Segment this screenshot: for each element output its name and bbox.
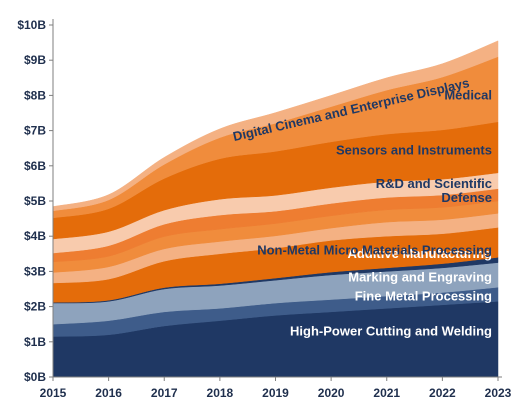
y-tick-label: $9B (24, 53, 46, 67)
y-tick-label: $10B (17, 18, 46, 32)
band-label-fine-metal-processing: Fine Metal Processing (355, 289, 492, 304)
x-tick-label: 2023 (485, 386, 512, 400)
y-tick-label: $3B (24, 264, 46, 278)
y-tick-label: $4B (24, 229, 46, 243)
x-tick-label: 2017 (151, 386, 178, 400)
x-tick-label: 2019 (262, 386, 289, 400)
x-tick-label: 2016 (95, 386, 122, 400)
band-label-sensors-and-instruments: Sensors and Instruments (336, 143, 492, 158)
area-bands (52, 40, 499, 378)
y-tick-label: $5B (24, 194, 46, 208)
y-tick-label: $0B (24, 370, 46, 384)
y-tick-label: $8B (24, 88, 46, 102)
x-tick-label: 2022 (429, 386, 456, 400)
band-label-marking-and-engraving: Marking and Engraving (348, 270, 492, 285)
band-label-non-metal-micro-materials-processing: Non-Metal Micro Materials Processing (257, 243, 492, 258)
y-tick-label: $2B (24, 300, 46, 314)
band-label-medical: Medical (444, 87, 492, 102)
x-tick-label: 2015 (40, 386, 67, 400)
y-tick-label: $6B (24, 159, 46, 173)
band-label-r-d-and-scientific: R&D and Scientific (376, 176, 492, 191)
x-tick-label: 2020 (318, 386, 345, 400)
band-label-high-power-cutting-and-welding: High-Power Cutting and Welding (290, 324, 492, 339)
area-band-digital-cinema-and-enterprise-displays (52, 40, 499, 212)
y-tick-label: $1B (24, 335, 46, 349)
x-axis-ticks: 2015 2016 2017 2018 2019 2020 2021 2022 2023 (40, 377, 512, 400)
y-axis-ticks: $0B $1B $2B $3B $4B $5B $6B $7B $8B $9B $10B (17, 18, 53, 384)
x-tick-label: 2018 (207, 386, 234, 400)
band-label-additive-manufacturing: Additive Manufacturing (348, 246, 493, 261)
x-tick-label: 2021 (373, 386, 400, 400)
band-label-defense: Defense (441, 190, 492, 205)
y-tick-label: $7B (24, 124, 46, 138)
